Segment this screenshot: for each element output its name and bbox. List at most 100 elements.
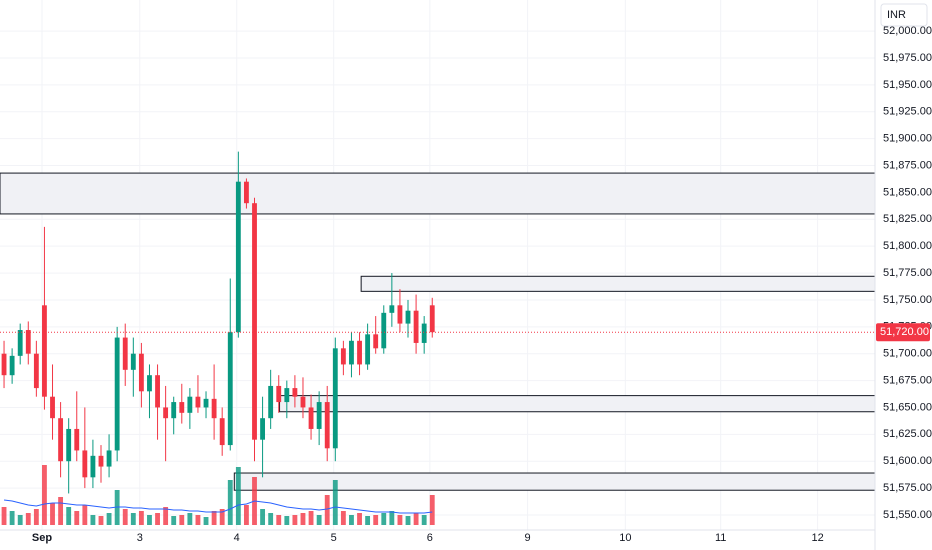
volume-bar [33,509,39,525]
candle-body [82,450,88,478]
zone [360,275,876,292]
volume-bar [405,516,411,525]
candles [1,151,435,494]
candle-body [381,312,387,349]
zone [279,395,876,413]
volume-bar [66,507,72,525]
candle-body [235,181,241,333]
candle-body [171,402,177,419]
volume-bar [195,515,201,525]
volume-bar [98,516,104,525]
candle-body [300,396,306,408]
x-tick-label: 3 [137,532,143,544]
volume-bar [243,505,249,525]
x-tick-label: 10 [619,532,631,544]
candle-body [219,418,225,446]
volume-bar [147,515,152,525]
volume-bar [308,511,314,525]
volume-bar [268,513,274,525]
candle-body [227,332,233,446]
volume-bar [373,515,379,525]
y-tick-label: 51,900.00 [883,133,932,145]
volume-bar [1,507,7,525]
candle-body [1,353,7,376]
candle-body [252,203,257,440]
volume-bar [260,509,266,525]
candle-body [308,407,314,429]
y-tick-label: 51,650.00 [883,401,932,413]
candle-body [106,450,112,467]
y-tick-label: 51,575.00 [883,482,932,494]
zone [0,172,876,215]
y-tick-label: 51,775.00 [883,267,932,279]
candle-body [243,181,249,204]
volume-bar [25,513,31,525]
volume-bar [413,513,419,525]
y-tick-label: 51,625.00 [883,428,932,440]
y-tick-label: 51,850.00 [883,186,932,198]
candle-body [58,418,64,462]
y-tick-label: 51,825.00 [883,213,932,225]
candle-body [163,407,169,419]
candle-body [187,396,193,413]
candle-body [316,402,322,429]
y-tick-label: 51,550.00 [883,509,932,521]
candle-body [179,402,185,413]
candle-body [147,375,152,392]
volume-bar [332,480,338,525]
volume-bar [316,515,322,525]
volume-bar [324,495,330,525]
volume-bar [90,515,96,525]
volume-bar [9,511,15,525]
volume-bar [171,516,177,525]
candle-body [74,428,80,451]
volume-bar [235,467,241,525]
candle-body [292,388,298,397]
candle-body [25,330,31,354]
candle-body [42,305,47,397]
volume-bar [276,515,282,525]
x-tick-label: 4 [234,532,240,544]
volume-bar [138,511,144,525]
candle-body [90,455,96,478]
candle-body [413,310,419,343]
volume-bar [389,511,395,525]
currency-box[interactable] [880,3,928,27]
candle-body [276,385,282,403]
candle-body [340,348,346,365]
volume-bar [211,511,217,525]
candle-body [17,330,23,356]
y-tick-label: 51,800.00 [883,240,932,252]
y-tick-label: 52,000.00 [883,25,932,37]
candle-body [155,375,160,408]
volume-bar [292,515,298,525]
y-tick-label: 51,875.00 [883,159,932,171]
last-price-tag [876,323,930,342]
candle-body [332,348,338,449]
volume-bar [421,515,427,525]
candle-body [268,385,274,419]
volume-bar [17,515,23,525]
candle-body [66,428,72,462]
x-tick-label: 9 [525,532,531,544]
volume-bar [179,515,185,525]
candle-body [260,418,266,440]
zone [233,472,876,491]
candle-body [203,398,209,408]
candle-body [365,334,371,365]
candle-body [50,396,55,419]
x-tick-label: 11 [715,532,726,544]
volume-bar [365,516,371,525]
volume-bar [155,513,160,525]
candle-body [122,337,128,370]
volume-bar [74,511,80,525]
volume-bar [397,515,403,525]
candle-body [33,353,39,389]
x-tick-label: 12 [812,532,824,544]
volume-bar [349,515,354,525]
y-tick-label: 51,975.00 [883,52,932,64]
axes: 51,550.00 51,575.00 51,600.00 51,625.00 51,6… [32,25,932,544]
candle-body [211,398,217,419]
volume-bar [381,513,387,525]
